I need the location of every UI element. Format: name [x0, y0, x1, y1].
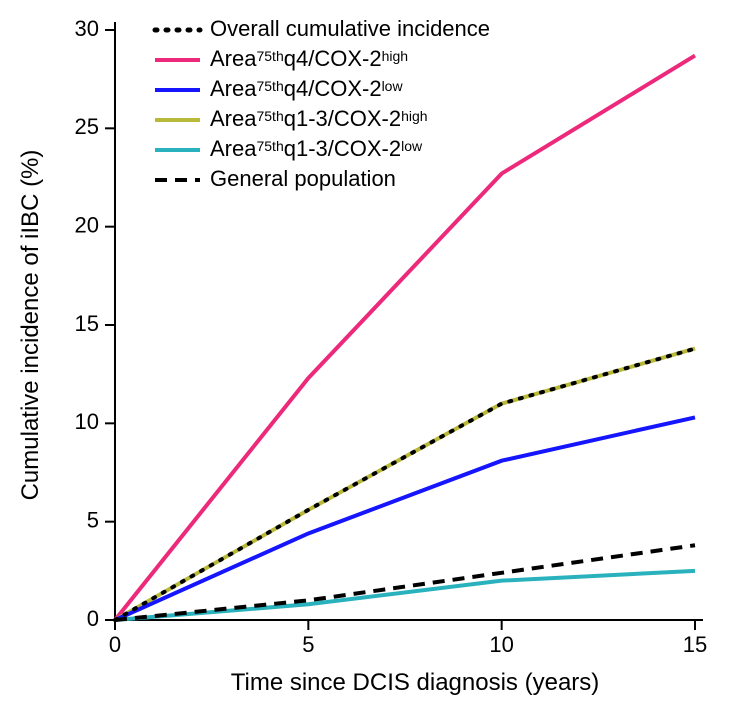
x-tick-label: 10 [489, 632, 513, 657]
y-tick-label: 5 [87, 507, 99, 532]
legend-label: Area75thq4/COX-2low [210, 76, 403, 101]
legend-label: General population [210, 166, 396, 191]
x-axis-title: Time since DCIS diagnosis (years) [231, 669, 600, 696]
chart-container: 0 5 10 15 20 25 30 0 5 10 15 Cumulative incidence o… [0, 0, 729, 711]
x-tick-label: 15 [683, 632, 707, 657]
y-axis-title: Cumulative incidence of iIBC (%) [17, 150, 44, 501]
y-tick-label: 25 [75, 114, 99, 139]
series-blue [115, 417, 695, 620]
x-tick-label: 0 [109, 632, 121, 657]
x-tick-label: 5 [302, 632, 314, 657]
line-chart: 0 5 10 15 20 25 30 0 5 10 15 Cumulative incidence o… [0, 0, 729, 711]
y-tick-label: 0 [87, 606, 99, 631]
legend-label: Area75thq1-3/COX-2high [210, 106, 428, 131]
y-tick-label: 15 [75, 311, 99, 336]
legend-label: Area75thq4/COX-2high [210, 46, 408, 71]
y-tick-label: 20 [75, 212, 99, 237]
y-tick-label: 30 [75, 16, 99, 41]
legend-label: Area75thq1-3/COX-2low [210, 136, 423, 161]
y-tick-label: 10 [75, 409, 99, 434]
legend-label: Overall cumulative incidence [210, 16, 490, 41]
